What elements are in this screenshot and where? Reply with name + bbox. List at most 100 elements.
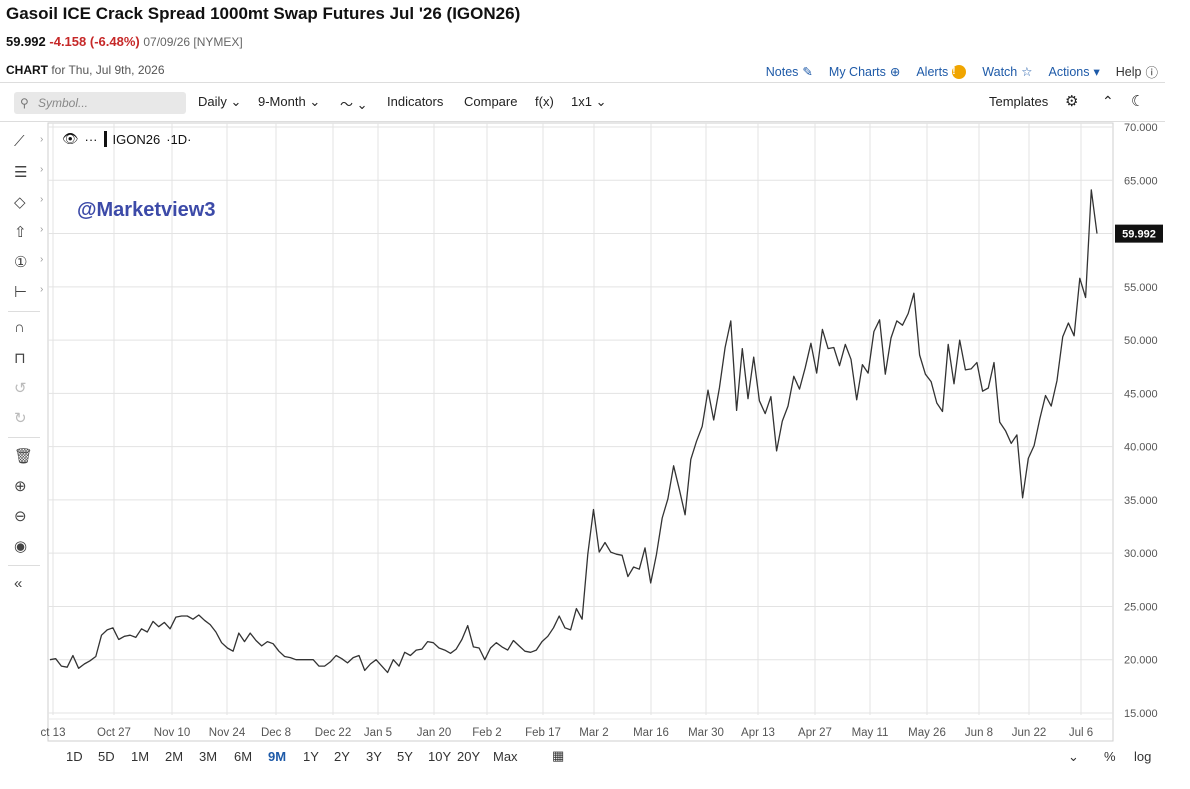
line-chart-icon: 〜 bbox=[340, 97, 354, 112]
log-toggle[interactable]: log bbox=[1134, 749, 1152, 764]
annotation-tool-icon[interactable]: ① › bbox=[14, 254, 44, 271]
layout-select[interactable]: 1x1 ⌄ bbox=[571, 94, 607, 110]
interval-select[interactable]: Daily ⌄ bbox=[198, 94, 241, 110]
range-button-3y[interactable]: 3Y bbox=[366, 749, 382, 764]
last-price: 59.992 bbox=[6, 34, 46, 49]
y-tick-label: 20.000 bbox=[1124, 655, 1158, 667]
x-tick-label: Nov 24 bbox=[209, 727, 246, 739]
chart-type-select[interactable]: 〜 ⌄ bbox=[340, 94, 368, 113]
my-charts-link[interactable]: My Charts ⊕ bbox=[829, 62, 900, 81]
trash-icon[interactable]: 🗑 bbox=[14, 448, 34, 465]
range-button-5d[interactable]: 5D bbox=[98, 749, 115, 764]
collapse-down-icon[interactable]: ⌄ bbox=[1068, 749, 1079, 764]
x-tick-label: Feb 2 bbox=[472, 727, 501, 739]
symbol-search-input[interactable]: ⚲ Symbol... bbox=[14, 92, 186, 114]
chart-date: for Thu, Jul 9th, 2026 bbox=[51, 63, 165, 77]
x-tick-label: ct 13 bbox=[41, 727, 66, 739]
range-button-10y[interactable]: 10Y bbox=[428, 749, 452, 764]
tool-divider bbox=[8, 311, 40, 312]
range-button-6m[interactable]: 6M bbox=[234, 749, 253, 764]
quote-line: 59.992 -4.158 (-6.48%) 07/09/26 [NYMEX] bbox=[6, 34, 243, 49]
range-button-max[interactable]: Max bbox=[493, 749, 518, 764]
layout-label: 1x1 bbox=[571, 94, 592, 109]
help-link[interactable]: Help ⓘ bbox=[1116, 62, 1158, 81]
range-button-1y[interactable]: 1Y bbox=[303, 749, 319, 764]
range-button-1d[interactable]: 1D bbox=[66, 749, 83, 764]
collapse-left-icon[interactable]: « bbox=[14, 575, 23, 592]
x-tick-label: Feb 17 bbox=[525, 727, 561, 739]
x-tick-label: Apr 13 bbox=[741, 727, 775, 739]
period-select[interactable]: 9-Month ⌄ bbox=[258, 94, 320, 110]
alerts-label: Alerts bbox=[916, 64, 949, 79]
range-button-20y[interactable]: 20Y bbox=[457, 749, 481, 764]
range-button-2m[interactable]: 2M bbox=[165, 749, 184, 764]
search-placeholder: Symbol... bbox=[38, 96, 89, 110]
actions-menu[interactable]: Actions ▾ bbox=[1048, 62, 1099, 81]
header-divider bbox=[0, 82, 1165, 83]
plus-circle-icon: ⊕ bbox=[889, 65, 901, 79]
last-value-label: 59.992 bbox=[1122, 229, 1156, 241]
y-tick-label: 45.000 bbox=[1124, 388, 1158, 400]
lock-icon[interactable]: ⊓ bbox=[14, 350, 26, 367]
more-icon[interactable]: ··· bbox=[84, 131, 98, 147]
legend-interval: ·1D· bbox=[166, 131, 192, 147]
eye-icon[interactable]: ◉ bbox=[14, 538, 28, 555]
range-bar: ▦ ⌄ % log 1D 5D 1M 2M 3M 6M 9M 1Y 2Y 3Y 5Y 10Y 20Y Ma… bbox=[46, 744, 1166, 774]
arrow-tool-icon[interactable]: ⇧ › bbox=[14, 224, 44, 241]
templates-button[interactable]: Templates bbox=[989, 94, 1049, 109]
shape-tool-icon[interactable]: ◇ › bbox=[14, 194, 44, 211]
undo-icon[interactable]: ↺ bbox=[14, 380, 27, 397]
price-change: -4.158 (-6.48%) bbox=[49, 34, 140, 49]
range-button-9m[interactable]: 9M bbox=[268, 749, 287, 764]
chevron-down-icon: ⌄ bbox=[356, 97, 368, 112]
trendline-tool-icon[interactable]: ⟋ › bbox=[14, 133, 44, 150]
alerts-link[interactable]: Alerts! bbox=[916, 62, 967, 81]
fib-tool-icon[interactable]: ☰ › bbox=[14, 164, 44, 181]
x-tick-label: Jan 5 bbox=[364, 727, 392, 739]
range-button-1m[interactable]: 1M bbox=[131, 749, 150, 764]
period-label: 9-Month bbox=[258, 94, 306, 109]
function-button[interactable]: f(x) bbox=[535, 94, 554, 109]
x-tick-label: Mar 2 bbox=[579, 727, 608, 739]
x-tick-label: Dec 8 bbox=[261, 727, 291, 739]
question-icon: ⓘ bbox=[1145, 66, 1158, 80]
collapse-up-icon[interactable]: ⌃ bbox=[1102, 93, 1114, 109]
percent-toggle[interactable]: % bbox=[1104, 749, 1116, 764]
range-button-3m[interactable]: 3M bbox=[199, 749, 218, 764]
settings-icon[interactable]: ⚙ bbox=[1065, 93, 1079, 110]
x-tick-label: Nov 10 bbox=[154, 727, 190, 739]
y-tick-label: 60.000 bbox=[1124, 229, 1158, 241]
moon-icon[interactable]: ☾ bbox=[1131, 93, 1145, 110]
caret-down-icon: ▾ bbox=[1093, 65, 1100, 79]
series-color-swatch bbox=[103, 131, 107, 147]
eye-icon[interactable]: 👁 bbox=[62, 131, 79, 146]
range-button-5y[interactable]: 5Y bbox=[397, 749, 413, 764]
calendar-icon[interactable]: ▦ bbox=[552, 748, 565, 763]
chart-date-header: CHART for Thu, Jul 9th, 2026 bbox=[6, 63, 165, 77]
zoom-in-icon[interactable]: ⊕ bbox=[14, 478, 27, 495]
redo-icon[interactable]: ↻ bbox=[14, 410, 27, 427]
edit-icon: ✎ bbox=[802, 65, 813, 79]
y-tick-label: 50.000 bbox=[1124, 335, 1158, 347]
actions-label: Actions bbox=[1048, 64, 1090, 79]
watermark-text: @Marketview3 bbox=[77, 199, 216, 221]
my-charts-label: My Charts bbox=[828, 64, 886, 79]
legend-symbol: IGON26 bbox=[112, 131, 161, 147]
x-tick-label: Jul 6 bbox=[1069, 727, 1093, 739]
x-tick-label: Mar 30 bbox=[688, 727, 724, 739]
zoom-out-icon[interactable]: ⊖ bbox=[14, 508, 27, 525]
magnet-icon[interactable]: ∩ bbox=[14, 319, 25, 336]
series-legend: 👁 ··· IGON26 ·1D· bbox=[62, 131, 191, 147]
interval-label: Daily bbox=[198, 94, 227, 109]
watch-link[interactable]: Watch ☆ bbox=[982, 62, 1032, 81]
notes-link[interactable]: Notes ✎ bbox=[766, 62, 813, 81]
chevron-down-icon: ⌄ bbox=[309, 94, 321, 109]
compare-button[interactable]: Compare bbox=[464, 94, 518, 109]
range-button-2y[interactable]: 2Y bbox=[334, 749, 350, 764]
indicators-button[interactable]: Indicators bbox=[387, 94, 444, 109]
y-tick-label: 40.000 bbox=[1124, 442, 1158, 454]
x-tick-label: Jun 8 bbox=[965, 727, 993, 739]
price-line bbox=[49, 189, 1098, 674]
measure-tool-icon[interactable]: ⊢ › bbox=[14, 284, 44, 301]
x-tick-label: Oct 27 bbox=[97, 727, 131, 739]
